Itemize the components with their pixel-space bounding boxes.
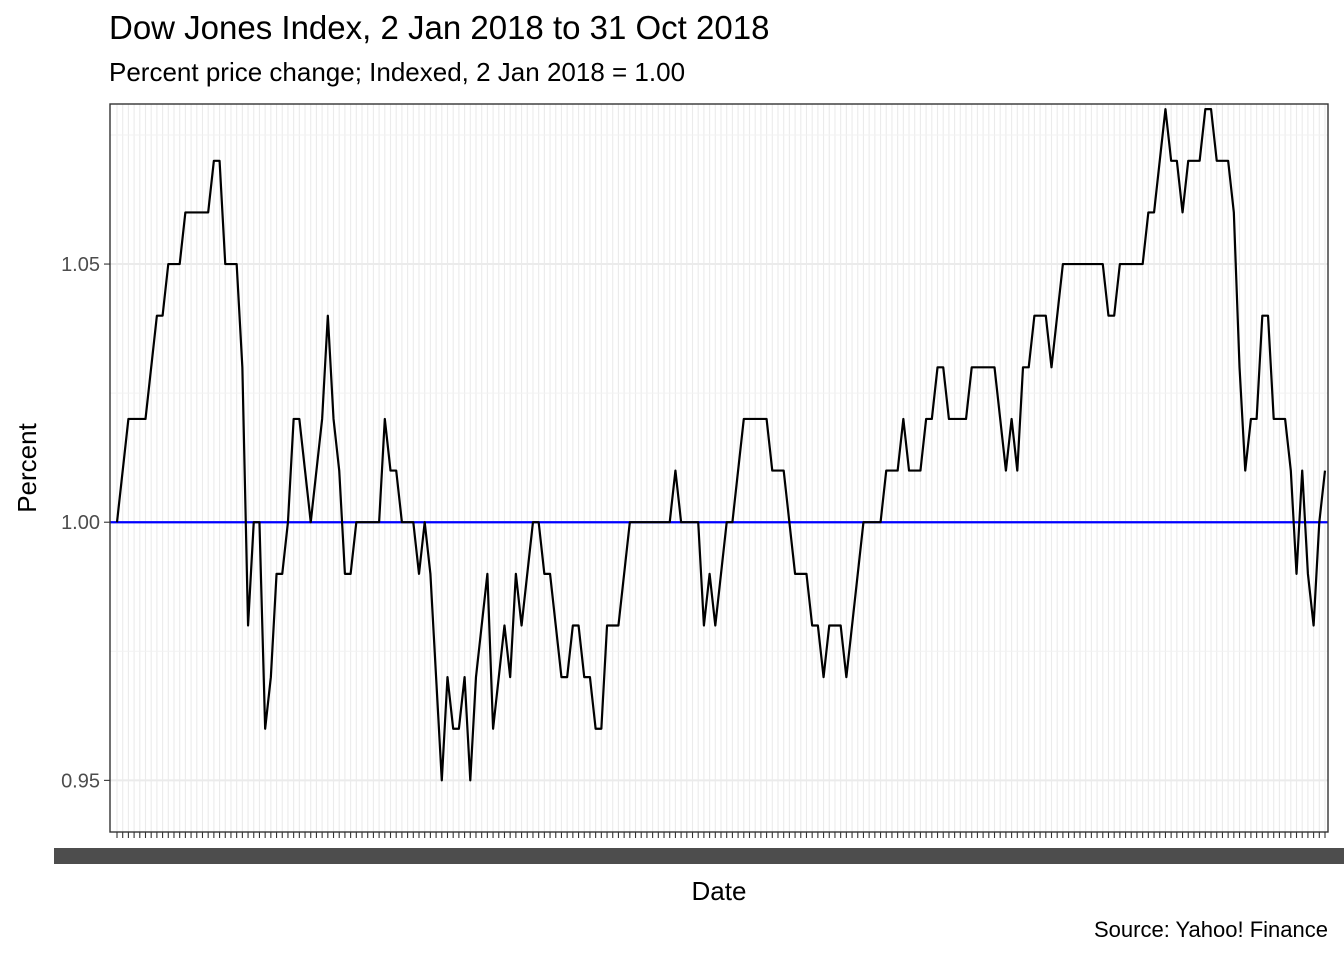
x-axis-ticks xyxy=(116,832,1326,838)
plot-panel xyxy=(110,104,1328,832)
chart-title: Dow Jones Index, 2 Jan 2018 to 31 Oct 20… xyxy=(109,9,770,46)
x-axis-tick-labels-overlap xyxy=(54,848,1344,864)
y-tick-label: 1.05 xyxy=(61,254,100,276)
chart-caption: Source: Yahoo! Finance xyxy=(1093,917,1328,942)
y-axis: 0.95 1.00 1.05 xyxy=(61,254,110,792)
chart-subtitle: Percent price change; Indexed, 2 Jan 201… xyxy=(109,57,686,87)
vertical-grid xyxy=(116,104,1326,832)
y-tick-label: 1.00 xyxy=(61,512,100,534)
x-axis-title: Date xyxy=(692,876,747,906)
y-axis-title: Percent xyxy=(12,422,42,512)
plot-border xyxy=(109,103,1329,833)
y-tick-label: 0.95 xyxy=(61,770,100,792)
series-line xyxy=(115,108,1327,782)
